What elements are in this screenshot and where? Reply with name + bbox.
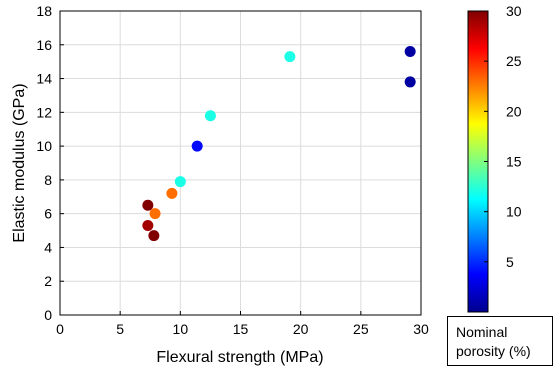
data-points xyxy=(142,46,416,242)
y-tick-label: 0 xyxy=(44,307,52,323)
y-tick-label: 16 xyxy=(36,37,52,53)
data-point xyxy=(204,110,216,122)
colorbar-ticks: 5 10 15 20 25 30 xyxy=(484,3,522,270)
data-point xyxy=(191,140,203,152)
x-tick-label: 15 xyxy=(233,321,249,337)
y-axis-title: Elastic modulus (GPa) xyxy=(11,83,28,242)
y-axis: 0 2 4 6 8 10 12 14 16 18 xyxy=(36,3,64,323)
colorbar-tick-label: 20 xyxy=(506,103,522,119)
x-axis: 0 5 10 15 20 25 30 xyxy=(56,311,429,337)
y-tick-label: 10 xyxy=(36,138,52,154)
y-tick-label: 8 xyxy=(44,172,52,188)
grid-lines xyxy=(59,10,422,316)
y-tick-label: 18 xyxy=(36,3,52,19)
data-point xyxy=(149,208,161,220)
colorbar-title-line2: porosity (%) xyxy=(456,343,531,359)
colorbar-tick-label: 5 xyxy=(506,254,514,270)
x-axis-title: Flexural strength (MPa) xyxy=(156,349,323,366)
y-tick-label: 4 xyxy=(44,239,52,255)
x-tick-label: 10 xyxy=(173,321,189,337)
x-tick-label: 0 xyxy=(56,321,64,337)
data-point xyxy=(142,219,154,231)
colorbar-tick-label: 10 xyxy=(506,204,522,220)
x-tick-label: 5 xyxy=(116,321,124,337)
x-tick-label: 25 xyxy=(353,321,369,337)
y-tick-label: 2 xyxy=(44,273,52,289)
data-point xyxy=(148,230,160,242)
x-tick-label: 20 xyxy=(293,321,309,337)
y-tick-label: 6 xyxy=(44,206,52,222)
data-point xyxy=(404,76,416,88)
data-point xyxy=(166,187,178,199)
colorbar-tick-label: 25 xyxy=(506,53,522,69)
colorbar-title-line1: Nominal xyxy=(456,324,508,340)
data-point xyxy=(174,176,186,188)
data-point xyxy=(404,46,416,58)
colorbar-tick-label: 15 xyxy=(506,154,522,170)
colorbar-tick-label: 30 xyxy=(506,3,522,19)
y-tick-label: 12 xyxy=(36,104,52,120)
data-point xyxy=(284,51,296,63)
y-tick-label: 14 xyxy=(36,71,52,87)
data-point xyxy=(142,199,154,211)
x-tick-label: 30 xyxy=(413,321,429,337)
colorbar-title: Nominal porosity (%) xyxy=(447,316,553,366)
